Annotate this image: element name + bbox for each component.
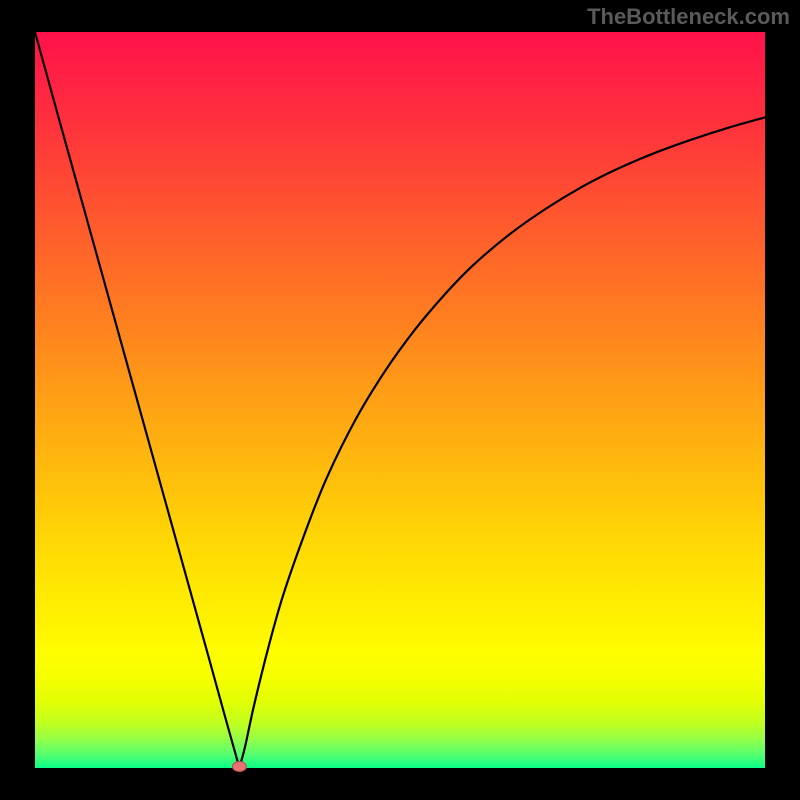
minimum-marker <box>232 762 246 772</box>
bottleneck-chart <box>0 0 800 800</box>
chart-container: TheBottleneck.com <box>0 0 800 800</box>
plot-background <box>35 32 765 768</box>
watermark-text: TheBottleneck.com <box>587 4 790 30</box>
